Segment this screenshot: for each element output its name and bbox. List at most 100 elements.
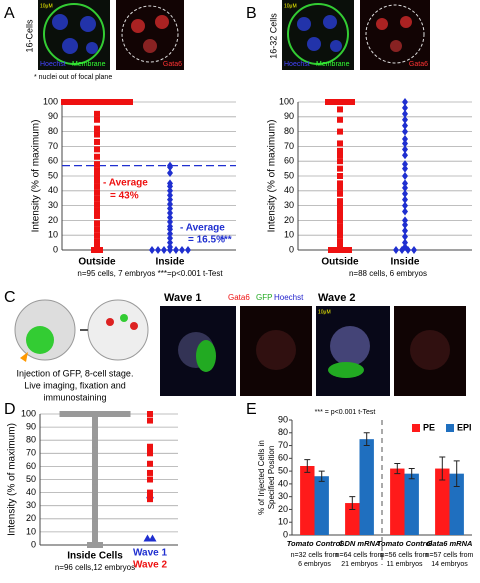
bar xyxy=(314,476,329,535)
cell xyxy=(120,314,128,322)
nucleus xyxy=(62,38,78,54)
point xyxy=(94,411,101,417)
sample-note: n=95 cells, 7 embryos ***=p<0.001 t-Test xyxy=(77,269,223,278)
point xyxy=(92,484,98,491)
point xyxy=(94,232,100,239)
nuclei xyxy=(410,330,450,370)
y-tick-label: 30 xyxy=(26,500,36,510)
error-bar xyxy=(439,456,446,481)
point xyxy=(94,183,100,190)
point xyxy=(402,151,408,160)
micrograph xyxy=(38,0,110,70)
category-note: n=56 cells from xyxy=(381,552,429,559)
point xyxy=(94,125,100,132)
point xyxy=(92,489,98,496)
point xyxy=(402,121,408,130)
point xyxy=(167,200,173,209)
y-tick-label: 0 xyxy=(283,529,288,539)
category-note: 21 embryos xyxy=(341,561,378,568)
point xyxy=(92,473,98,480)
point xyxy=(167,182,173,191)
y-tick-label: 80 xyxy=(278,427,288,437)
category-note: n=57 cells from xyxy=(426,552,474,559)
nucleus xyxy=(131,19,145,33)
point xyxy=(59,411,66,417)
bar xyxy=(390,468,405,535)
point xyxy=(92,479,98,486)
scale-label: 10μM xyxy=(318,309,331,315)
y-axis-label: Intensity (% of maximum) xyxy=(7,423,18,536)
point xyxy=(167,234,173,243)
point xyxy=(92,421,98,428)
nucleus xyxy=(376,18,388,30)
point xyxy=(94,238,100,245)
point xyxy=(349,99,355,105)
point xyxy=(92,505,98,512)
category-label: Outside xyxy=(321,257,359,268)
point xyxy=(402,145,408,154)
micrograph xyxy=(360,0,430,70)
point xyxy=(69,411,76,417)
y-tick-label: 30 xyxy=(278,491,288,501)
point xyxy=(167,169,173,178)
panel-letter: E xyxy=(246,401,257,418)
point xyxy=(91,99,97,105)
y-tick-label: 100 xyxy=(43,96,58,106)
point xyxy=(402,238,408,247)
image-note: * nuclei out of focal plane xyxy=(34,74,112,81)
point xyxy=(92,536,98,543)
x-tick-label: Gata6 mRNA xyxy=(427,539,473,548)
point xyxy=(405,246,411,254)
error-bar xyxy=(408,468,415,480)
point xyxy=(92,494,98,501)
error-bar xyxy=(304,459,311,473)
x-tick-label: GDN mRNA xyxy=(339,539,381,548)
y-tick-label: 0 xyxy=(31,539,36,549)
y-tick-label: 90 xyxy=(48,111,58,121)
point xyxy=(92,447,98,454)
sample-note: n=96 cells,12 embryos xyxy=(55,563,135,572)
point xyxy=(402,135,408,143)
error-bar xyxy=(394,462,401,475)
bar xyxy=(404,473,419,535)
point xyxy=(92,416,98,423)
point xyxy=(92,463,98,470)
nucleus xyxy=(52,14,68,30)
embryo-drawing xyxy=(87,299,149,361)
category-note: 14 embryos xyxy=(431,561,468,568)
panel-letter: B xyxy=(246,5,257,22)
point xyxy=(74,411,81,417)
category-label: Wave 1 xyxy=(133,548,168,559)
cell xyxy=(130,322,138,330)
point xyxy=(92,458,98,465)
point xyxy=(167,217,173,226)
y-tick-label: 20 xyxy=(26,513,36,523)
point xyxy=(411,246,417,254)
gfp-cells xyxy=(328,362,364,378)
point xyxy=(337,223,343,230)
injected-cell xyxy=(26,326,54,354)
category-note: 11 embryos xyxy=(386,561,423,568)
point xyxy=(337,202,343,209)
point xyxy=(337,147,343,154)
y-tick-label: 0 xyxy=(53,244,58,254)
nucleus xyxy=(155,15,169,29)
point xyxy=(109,99,115,105)
y-tick-label: 90 xyxy=(26,421,36,431)
point xyxy=(337,238,343,245)
point xyxy=(167,204,173,213)
y-tick-label: 70 xyxy=(48,141,58,151)
point xyxy=(402,98,408,106)
y-tick-label: 60 xyxy=(26,461,36,471)
y-tick-label: 70 xyxy=(26,448,36,458)
point xyxy=(92,452,98,459)
annotation: - Average xyxy=(180,223,225,234)
point xyxy=(92,531,98,538)
gfp-cells xyxy=(196,340,216,372)
y-tick-label: 10 xyxy=(26,526,36,536)
point xyxy=(402,139,408,148)
point xyxy=(94,161,100,168)
stain-label: Hoechst xyxy=(284,61,310,68)
point xyxy=(346,247,352,253)
point xyxy=(94,146,100,153)
